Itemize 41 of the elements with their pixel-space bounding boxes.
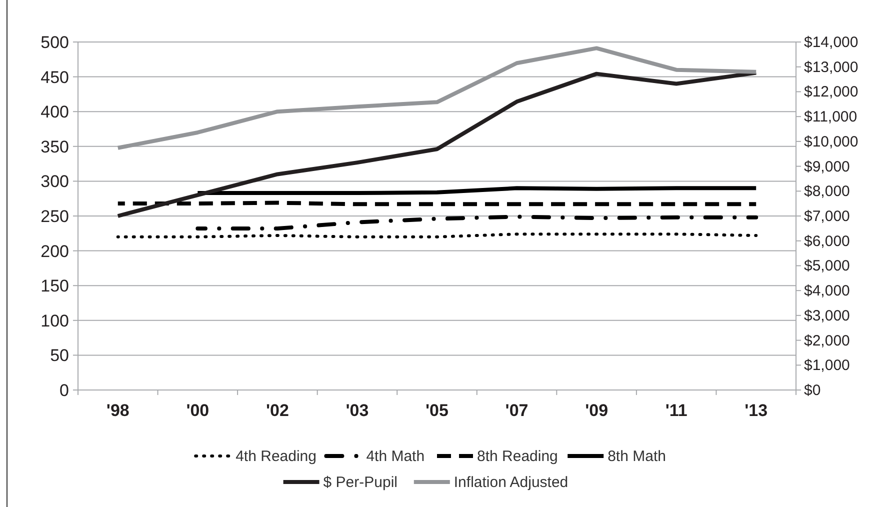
y2-tick-label: $4,000 [804, 282, 850, 300]
y-tick-label: 0 [60, 381, 69, 400]
y2-tick-label: $11,000 [804, 108, 858, 126]
y2-tick-label: $6,000 [804, 232, 850, 250]
y2-tick-label: $3,000 [804, 307, 850, 324]
y-tick-label: 350 [40, 137, 69, 156]
x-tick-label: '11 [665, 401, 688, 420]
legend-label: Inflation Adjusted [454, 474, 568, 491]
x-tick-label: '00 [186, 401, 210, 420]
x-tick-label: '13 [744, 401, 768, 420]
y-tick-label: 250 [40, 207, 69, 226]
y-tick-label: 400 [40, 102, 69, 122]
y2-tick-label: $2,000 [804, 332, 850, 350]
x-tick-label: '02 [266, 401, 289, 420]
x-tick-label: '98 [106, 401, 130, 420]
legend-label: 4th Reading [236, 448, 317, 465]
x-tick-label: '07 [505, 401, 528, 420]
y-tick-label: 450 [40, 68, 69, 87]
y2-tick-label: $10,000 [804, 133, 858, 150]
legend-label: 8th Reading [477, 448, 558, 465]
x-tick-label: '05 [426, 401, 448, 420]
y-tick-label: 100 [40, 311, 69, 330]
y2-tick-label: $13,000 [804, 58, 858, 76]
y2-tick-label: $1,000 [804, 357, 850, 374]
y2-tick-label: $5,000 [804, 258, 850, 275]
y2-tick-label: $9,000 [804, 158, 850, 176]
y2-tick-label: $7,000 [804, 208, 850, 225]
y-tick-label: 300 [40, 172, 69, 192]
legend-label: 4th Math [366, 448, 425, 465]
x-tick-label: '03 [346, 401, 369, 420]
y-tick-label: 50 [50, 346, 69, 366]
y2-tick-label: $12,000 [804, 84, 858, 101]
y-tick-label: 200 [40, 242, 69, 261]
legend-label: 8th Math [608, 448, 666, 465]
y2-tick-label: $8,000 [804, 183, 850, 200]
y2-tick-label: $14,000 [804, 34, 858, 51]
y-tick-label: 150 [40, 276, 69, 296]
y2-tick-label: $0 [804, 382, 821, 399]
legend-label: $ Per-Pupil [323, 474, 398, 491]
x-tick-label: '09 [585, 401, 608, 420]
y-tick-label: 500 [40, 33, 69, 52]
